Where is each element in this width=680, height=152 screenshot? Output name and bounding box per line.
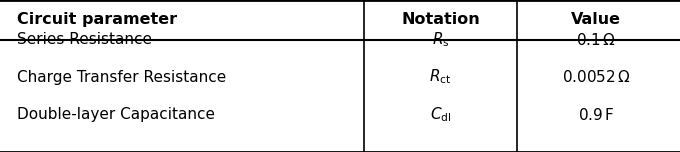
Text: $R_{\mathrm{ct}}$: $R_{\mathrm{ct}}$ xyxy=(430,68,452,86)
Text: Value: Value xyxy=(571,12,622,27)
Text: $C_{\mathrm{dl}}$: $C_{\mathrm{dl}}$ xyxy=(430,105,452,124)
Text: Series Resistance: Series Resistance xyxy=(17,32,152,47)
Text: Circuit parameter: Circuit parameter xyxy=(17,12,177,27)
Text: $R_{\mathrm{s}}$: $R_{\mathrm{s}}$ xyxy=(432,30,449,49)
Text: Double-layer Capacitance: Double-layer Capacitance xyxy=(17,107,215,122)
Text: $0.0052\,\Omega$: $0.0052\,\Omega$ xyxy=(562,69,631,85)
Text: Notation: Notation xyxy=(401,12,480,27)
Text: $0.1\,\Omega$: $0.1\,\Omega$ xyxy=(577,31,616,48)
Text: Charge Transfer Resistance: Charge Transfer Resistance xyxy=(17,69,226,85)
Text: $0.9\,\mathrm{F}$: $0.9\,\mathrm{F}$ xyxy=(578,107,615,123)
